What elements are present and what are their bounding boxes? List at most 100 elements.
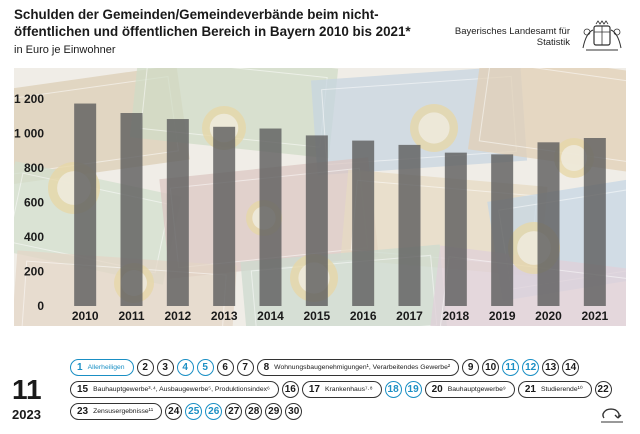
calendar-day-11[interactable]: 11: [502, 358, 520, 376]
calendar-day-label: Wohnungsbaugenehmigungen¹, Verarbeitende…: [274, 363, 451, 371]
bar: [120, 113, 143, 306]
calendar-day-number: 17: [308, 383, 320, 395]
calendar-day-1[interactable]: 1 Allerheiligen: [70, 358, 134, 376]
y-tick-label: 200: [24, 265, 44, 279]
calendar-day-13[interactable]: 13: [542, 358, 560, 376]
calendar-day-number: 15: [77, 383, 89, 395]
calendar-day-number: 2: [142, 361, 148, 373]
x-tick-label: 2018: [442, 309, 469, 323]
y-tick-label: 1 000: [14, 127, 44, 141]
calendar-day-9[interactable]: 9: [462, 358, 480, 376]
calendar-day-number: 6: [222, 361, 228, 373]
calendar-day-label: Zensusergebnisse¹¹: [93, 407, 154, 415]
calendar-day-10[interactable]: 10: [482, 358, 500, 376]
calendar-day-28[interactable]: 28: [245, 402, 263, 420]
calendar-day-27[interactable]: 27: [225, 402, 243, 420]
y-tick-label: 400: [24, 230, 44, 244]
y-tick-label: 600: [24, 196, 44, 210]
calendar-day-label: Bauhauptgewerbe³·⁴, Ausbaugewerbe⁵, Prod…: [93, 385, 270, 393]
calendar-day-number: 26: [208, 405, 220, 417]
calendar-day-4[interactable]: 4: [176, 358, 194, 376]
x-tick-label: 2012: [164, 309, 191, 323]
calendar-day-label: Studierende¹⁰: [540, 386, 583, 393]
calendar-day-number: 7: [242, 361, 248, 373]
calendar-day-21[interactable]: 21 Studierende¹⁰: [517, 380, 592, 398]
x-tick-label: 2011: [118, 309, 144, 323]
calendar-day-17[interactable]: 17 Krankenhaus⁷·⁸: [301, 380, 382, 398]
y-tick-label: 0: [37, 299, 44, 313]
calendar-day-23[interactable]: 23 Zensusergebnisse¹¹: [70, 402, 163, 420]
org-name-line1: Bayerisches Landesamt für: [454, 26, 570, 37]
calendar-day-number: 30: [288, 405, 300, 417]
x-tick-label: 2017: [396, 309, 423, 323]
calendar-day-26[interactable]: 26: [205, 402, 223, 420]
x-tick-label: 2019: [489, 309, 516, 323]
calendar-day-3[interactable]: 3: [156, 358, 174, 376]
x-tick-label: 2010: [72, 309, 99, 323]
bar: [537, 142, 560, 306]
calendar-day-number: 28: [248, 405, 260, 417]
calendar-day-25[interactable]: 25: [185, 402, 203, 420]
calendar-day-20[interactable]: 20 Bauhauptgewerbe⁹: [424, 380, 515, 398]
calendar-day-number: 13: [545, 361, 557, 373]
calendar-day-number: 5: [202, 361, 208, 373]
calendar-day-number: 27: [228, 405, 240, 417]
calendar-day-number: 21: [524, 383, 536, 395]
calendar-day-29[interactable]: 29: [265, 402, 283, 420]
bar: [74, 103, 97, 307]
calendar-day-12[interactable]: 12: [522, 358, 540, 376]
calendar-day-number: 18: [387, 383, 399, 395]
calendar-day-number: 23: [77, 405, 89, 417]
calendar-day-number: 1: [77, 361, 83, 373]
calendar-day-22[interactable]: 22: [594, 380, 612, 398]
y-tick-label: 1 200: [14, 92, 44, 106]
calendar-day-16[interactable]: 16: [281, 380, 299, 398]
calendar-row: 23 Zensusergebnisse¹¹ 24 25 26 27 28 29 30: [70, 401, 303, 421]
calendar-day-number: 3: [162, 361, 168, 373]
calendar-day-24[interactable]: 24: [165, 402, 183, 420]
calendar-day-number: 9: [467, 361, 474, 373]
chart-area: 0 200 400 600 800 1 000 1 200 2010 2011 2012 2013…: [14, 68, 626, 326]
calendar-day-8[interactable]: 8 Wohnungsbaugenehmigungen¹, Verarbeitend…: [256, 358, 460, 376]
bar: [491, 154, 514, 306]
calendar-day-2[interactable]: 2: [136, 358, 154, 376]
calendar-day-label: Bauhauptgewerbe⁹: [447, 385, 506, 393]
calendar-day-number: 22: [597, 383, 609, 395]
bar: [305, 135, 328, 306]
bar: [213, 126, 236, 306]
calendar-day-14[interactable]: 14: [562, 358, 580, 376]
calendar-day-5[interactable]: 5: [196, 358, 214, 376]
x-tick-label: 2021: [581, 309, 608, 323]
calendar-day-number: 24: [168, 405, 180, 417]
chart-title: Schulden der Gemeinden/Gemeindeverbände …: [14, 7, 411, 39]
calendar-day-number: 10: [485, 361, 497, 373]
calendar-day-15[interactable]: 15 Bauhauptgewerbe³·⁴, Ausbaugewerbe⁵, Pr…: [70, 380, 279, 398]
x-tick-label: 2015: [303, 309, 330, 323]
bar: [166, 119, 189, 306]
calendar-day-6[interactable]: 6: [216, 358, 234, 376]
calendar-day-number: 20: [431, 383, 443, 395]
calendar-day-7[interactable]: 7: [236, 358, 254, 376]
x-tick-label: 2014: [257, 309, 284, 323]
bar: [352, 140, 375, 306]
x-tick-label: 2020: [535, 309, 562, 323]
chart-subtitle: in Euro je Einwohner: [14, 44, 116, 56]
calendar-day-label: Allerheiligen: [87, 363, 125, 371]
calendar-day-number: 19: [407, 383, 419, 395]
calendar-day-19[interactable]: 19: [404, 380, 422, 398]
calendar-day-number: 8: [263, 361, 270, 373]
bar-chart: 0 200 400 600 800 1 000 1 200 2010 2011 2012 2013…: [14, 68, 626, 326]
flip-page-icon[interactable]: [598, 404, 626, 426]
calendar-year: 2023: [12, 407, 41, 422]
calendar-day-number: 11: [505, 361, 516, 373]
org-name-line2: Statistik: [536, 37, 570, 48]
calendar-day-number: 25: [188, 405, 200, 417]
y-tick-label: 800: [24, 161, 44, 175]
calendar-month: 11: [12, 374, 42, 405]
bar: [583, 138, 606, 306]
calendar-day-30[interactable]: 30: [285, 402, 303, 420]
calendar-day-18[interactable]: 18: [384, 380, 402, 398]
bavaria-crest-icon: [582, 20, 622, 51]
x-tick-label: 2016: [350, 309, 377, 323]
x-tick-label: 2013: [211, 309, 238, 323]
